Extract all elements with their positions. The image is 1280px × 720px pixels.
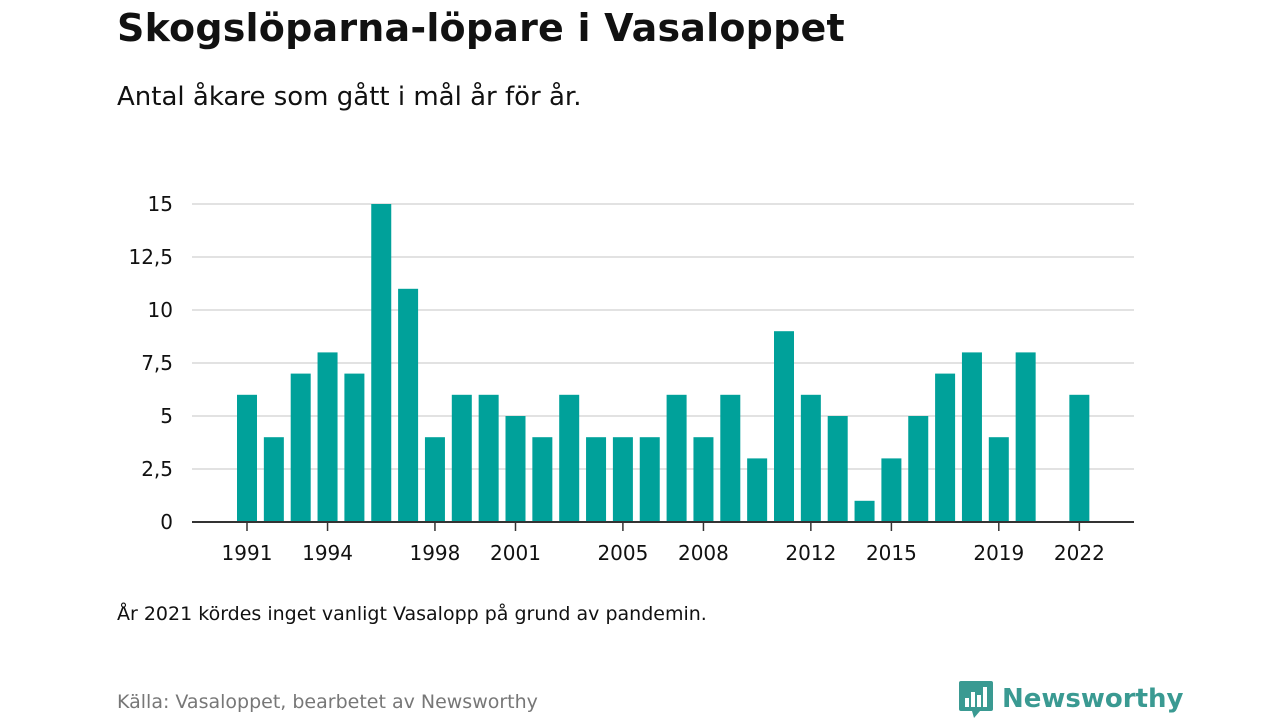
bar	[639, 437, 660, 522]
y-tick-label: 15	[148, 192, 173, 216]
footnote: År 2021 kördes inget vanligt Vasalopp på…	[117, 603, 707, 625]
chart-subtitle: Antal åkare som gått i mål år för år.	[117, 82, 582, 112]
bar	[988, 437, 1009, 522]
y-tick-label: 5	[160, 404, 173, 428]
x-tick-label: 2005	[597, 541, 648, 565]
y-tick-label: 7,5	[141, 351, 173, 375]
x-tick-label: 2001	[490, 541, 541, 565]
bar	[908, 416, 929, 522]
bar	[1069, 394, 1090, 522]
bar	[854, 500, 875, 522]
bar	[237, 394, 257, 522]
bar	[290, 373, 311, 522]
bar	[505, 416, 526, 522]
brand-name: Newsworthy	[1002, 684, 1184, 714]
bar	[747, 458, 768, 522]
x-tick-label: 2022	[1054, 541, 1105, 565]
y-tick-label: 10	[148, 298, 173, 322]
bar	[398, 288, 419, 522]
bar	[935, 373, 956, 522]
bar	[693, 437, 714, 522]
bar-chart: 0 2,5 5 7,5 10 12,5 15 1991 1994 1998 2001 2005 200…	[128, 192, 1134, 565]
bar	[263, 437, 284, 522]
bar	[800, 394, 821, 522]
bar	[666, 394, 687, 522]
bar	[827, 416, 848, 522]
bar	[881, 458, 902, 522]
y-tick-label: 12,5	[128, 245, 173, 269]
x-tick-label: 2015	[866, 541, 917, 565]
bar	[586, 437, 607, 522]
bars	[237, 204, 1090, 522]
source-credit: Källa: Vasaloppet, bearbetet av Newswort…	[117, 691, 538, 713]
x-tick-label: 1998	[409, 541, 460, 565]
bar	[344, 373, 365, 522]
chart-title: Skogslöparna-löpare i Vasaloppet	[117, 6, 845, 50]
brand-logo: Newsworthy	[958, 679, 1183, 719]
bar	[1015, 352, 1036, 522]
newsworthy-logo-icon	[959, 681, 993, 718]
x-tick-label: 2019	[973, 541, 1024, 565]
bar	[424, 437, 445, 522]
bar	[317, 352, 338, 522]
bar	[371, 204, 392, 522]
x-tick-label: 2008	[678, 541, 729, 565]
bar	[451, 394, 472, 522]
bar	[961, 352, 982, 522]
x-tick-label: 2012	[785, 541, 836, 565]
bar	[559, 394, 580, 522]
bar	[774, 331, 794, 522]
y-tick-label: 0	[160, 510, 173, 534]
y-axis-ticks: 0 2,5 5 7,5 10 12,5 15	[128, 192, 173, 534]
bar	[478, 394, 499, 522]
bar	[720, 394, 741, 522]
bar	[532, 437, 553, 522]
y-tick-label: 2,5	[141, 457, 173, 481]
x-tick-label: 1994	[302, 541, 353, 565]
x-tick-label: 1991	[222, 541, 273, 565]
bar	[612, 437, 633, 522]
x-axis-ticks: 1991 1994 1998 2001 2005 2008 2012 2015 2019 2022	[222, 522, 1105, 565]
